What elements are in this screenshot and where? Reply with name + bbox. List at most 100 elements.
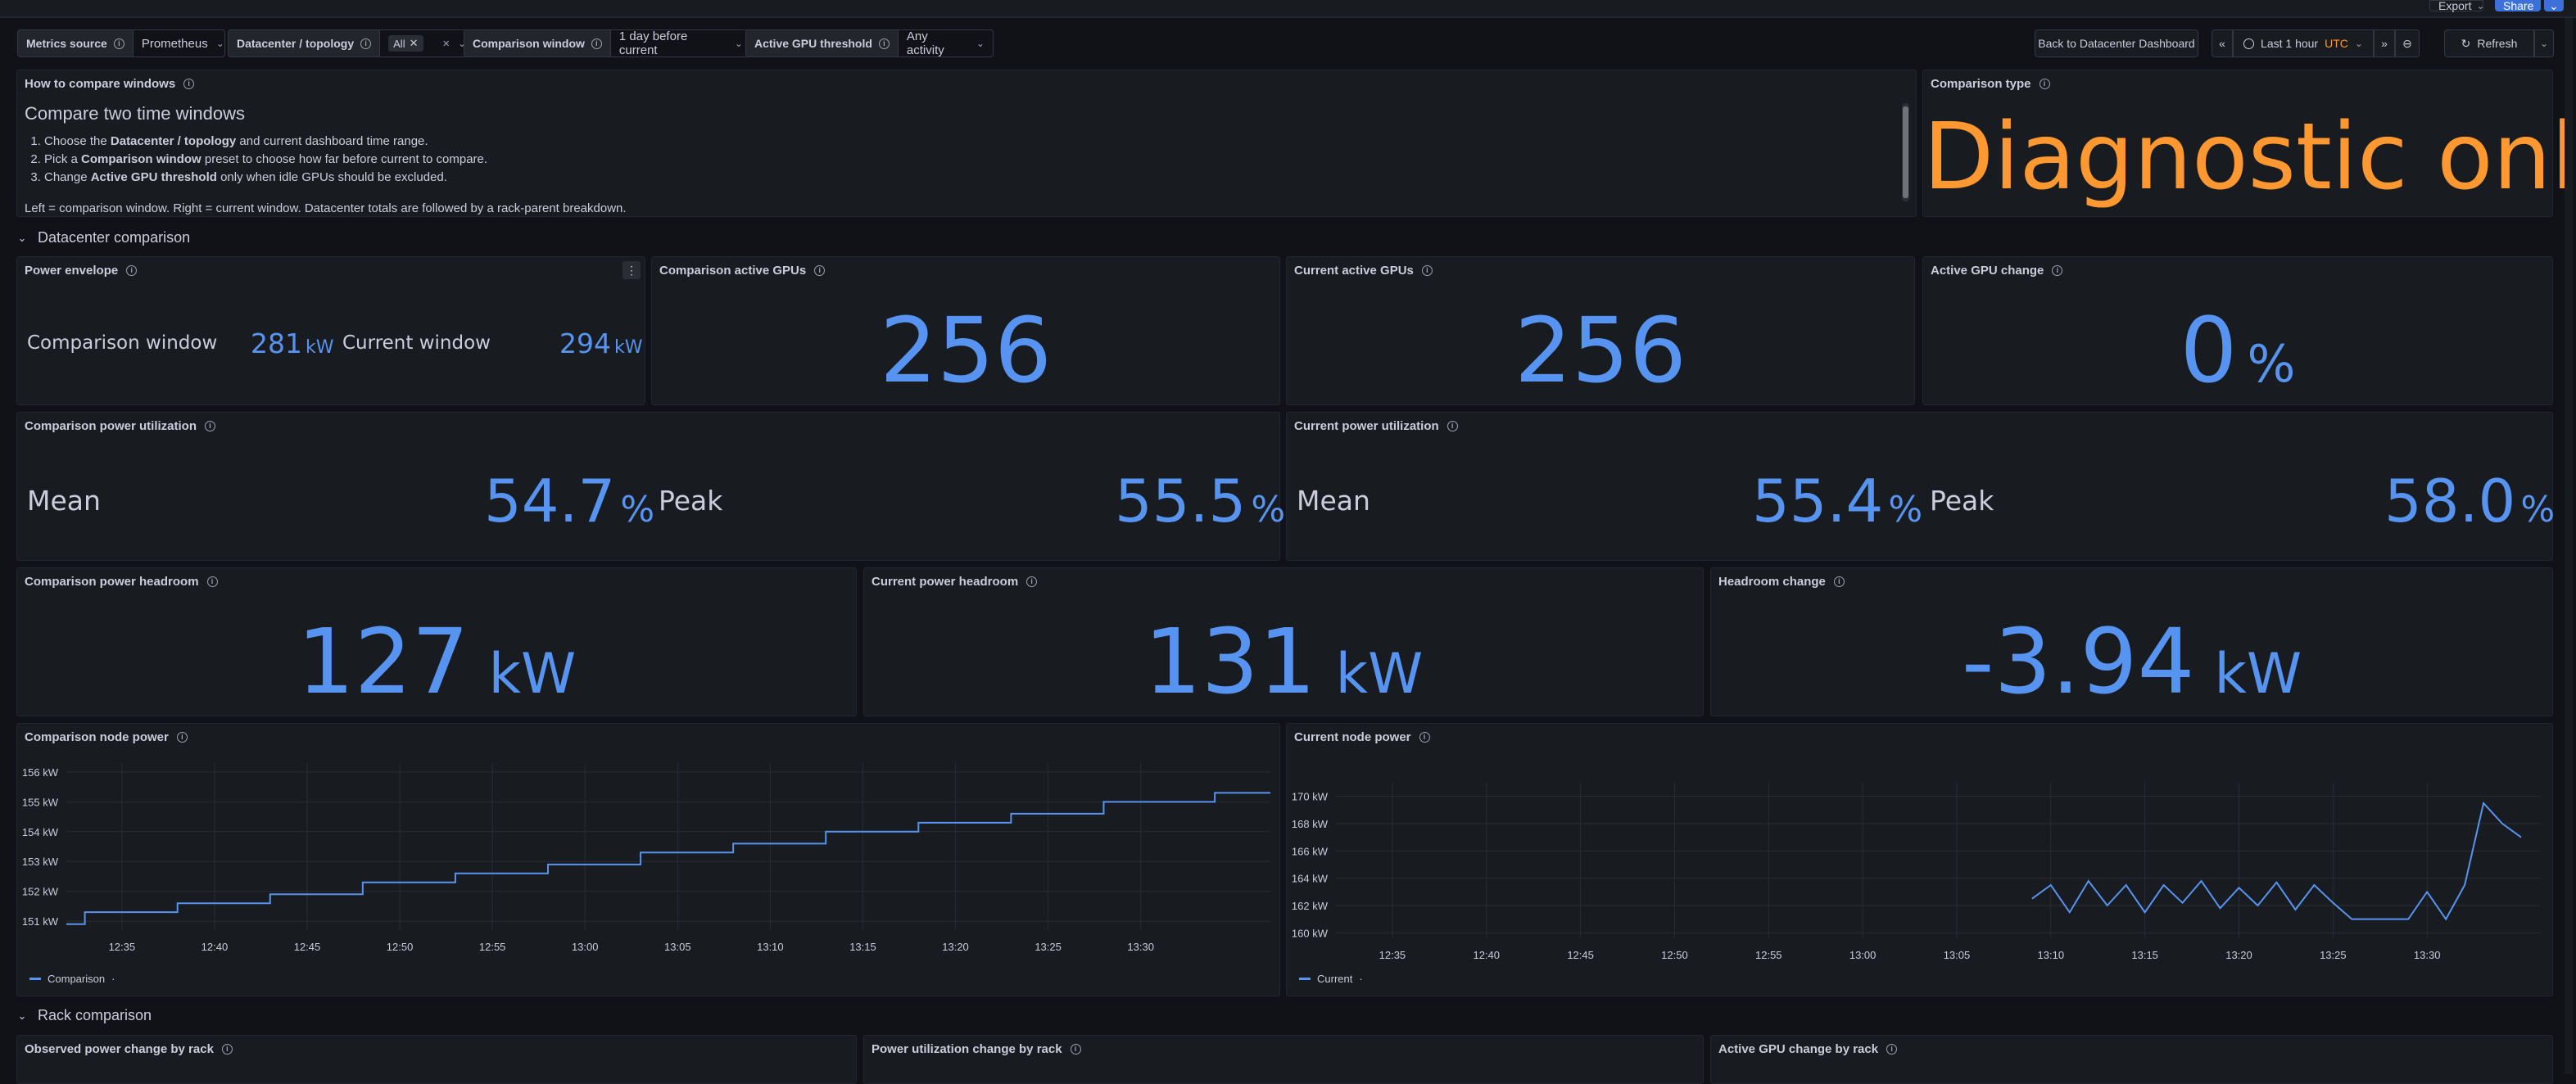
comparison-node-power-chart[interactable]: 151 kW 152 kW 153 kW 154 kW 155 kW 156 kW 12:3… — [17, 724, 1281, 997]
legend-swatch — [29, 978, 41, 980]
y-tick-label: 156 kW — [22, 766, 59, 779]
x-tick-label: 12:45 — [294, 941, 321, 953]
info-icon: i — [126, 265, 138, 276]
comparison-window-select[interactable]: 1 day before current ⌄ — [610, 29, 752, 57]
panel-menu-icon[interactable]: ⋮ — [622, 261, 641, 279]
y-tick-label: 151 kW — [22, 915, 59, 928]
time-range-picker[interactable]: Last 1 hour UTC ⌄ — [2233, 29, 2374, 57]
peak-value: 55.5% — [1115, 467, 1286, 535]
chevron-down-icon: ⌄ — [734, 38, 743, 49]
panel-title: Current node power — [1294, 730, 1411, 744]
chart-legend[interactable]: Comparison · — [29, 973, 115, 985]
refresh-interval-dropdown[interactable]: ⌄ — [2534, 29, 2554, 57]
clear-icon[interactable]: × — [442, 36, 450, 51]
comparison-window-value: 281 kW — [251, 327, 334, 359]
panel-title: Power envelope — [25, 264, 119, 278]
remove-chip-icon[interactable]: ✕ — [409, 37, 419, 49]
chevron-down-icon: ⌄ — [458, 38, 467, 49]
info-icon: i — [205, 421, 216, 431]
variable-comparison-window[interactable]: Comparison window i 1 day before current ⌄ — [464, 29, 752, 57]
legend-label: Current — [1317, 973, 1353, 985]
list-item: Choose the Datacenter / topology and cur… — [44, 133, 487, 151]
list-item: Change Active GPU threshold only when id… — [44, 169, 487, 187]
variable-datacenter-topology[interactable]: Datacenter / topology i All ✕ × ⌄ — [228, 29, 476, 57]
info-icon: i — [2052, 265, 2063, 276]
panel-title: Active GPU change — [1931, 264, 2044, 278]
x-tick-label: 13:20 — [2225, 949, 2252, 961]
chevron-down-icon: ⌄ — [976, 38, 985, 49]
section-rack-comparison[interactable]: ⌄ Rack comparison — [16, 1007, 152, 1024]
y-tick-label: 152 kW — [22, 886, 59, 898]
x-tick-label: 13:30 — [2414, 949, 2441, 961]
select-value: 1 day before current — [618, 29, 688, 57]
info-icon: i — [591, 38, 602, 49]
chevrons-right-icon: » — [2381, 37, 2388, 50]
x-tick-label: 12:55 — [1755, 949, 1782, 961]
export-button[interactable]: Export ⌄ — [2429, 0, 2485, 11]
x-tick-label: 12:35 — [1379, 949, 1406, 961]
comparison-active-gpus-panel: Comparison active GPUs i 256 — [651, 256, 1280, 405]
chart-legend[interactable]: Current · — [1299, 973, 1363, 985]
power-envelope-panel: Power envelope i ⋮ Comparison window 281 k… — [16, 256, 645, 405]
info-icon: i — [360, 38, 372, 49]
panel-title: Current active GPUs — [1294, 264, 1414, 278]
active-gpu-threshold-select[interactable]: Any activity ⌄ — [898, 29, 994, 57]
current-node-power-chart[interactable]: 160 kW 162 kW 164 kW 166 kW 168 kW 170 kW 12:3… — [1287, 724, 2554, 997]
info-icon: i — [1070, 1044, 1081, 1055]
power-utilization-change-by-rack-panel: Power utilization change by rack i — [863, 1035, 1704, 1084]
x-tick-label: 12:35 — [109, 941, 136, 953]
timezone-label: UTC — [2325, 37, 2348, 50]
share-button[interactable]: Share — [2495, 0, 2541, 11]
stat-value: 0% — [2180, 298, 2296, 403]
legend-swatch — [1299, 978, 1311, 980]
legend-label: Comparison — [48, 973, 106, 985]
time-shift-back-button[interactable]: « — [2212, 29, 2233, 57]
panel-title: Comparison type — [1931, 77, 2031, 91]
chevron-down-icon: ⌄ — [17, 231, 27, 244]
info-icon: i — [183, 79, 195, 89]
info-icon: i — [206, 576, 218, 587]
x-tick-label: 13:10 — [2038, 949, 2065, 961]
y-tick-label: 162 kW — [1292, 900, 1329, 912]
time-shift-forward-button[interactable]: » — [2374, 29, 2395, 57]
comparison-type-panel: Comparison type i Diagnostic only — [1922, 70, 2576, 217]
datacenter-multiselect[interactable]: All ✕ × ⌄ — [380, 29, 476, 57]
share-dropdown-button[interactable]: ⌄ — [2544, 0, 2564, 11]
y-tick-label: 155 kW — [22, 796, 59, 808]
page-scrollbar[interactable] — [2565, 18, 2573, 1074]
current-active-gpus-panel: Current active GPUs i 256 — [1286, 256, 1915, 405]
scrollbar[interactable] — [1902, 103, 1909, 201]
variable-label: Comparison window — [473, 37, 585, 50]
metrics-source-select[interactable]: Prometheus ⌄ — [133, 29, 225, 57]
x-tick-label: 12:45 — [1567, 949, 1594, 961]
info-icon: i — [1419, 732, 1430, 743]
x-tick-label: 13:30 — [1127, 941, 1154, 953]
headroom-change-panel: Headroom change i -3.94 kW — [1710, 567, 2553, 716]
variable-active-gpu-threshold[interactable]: Active GPU threshold i Any activity ⌄ — [745, 29, 994, 57]
y-tick-label: 154 kW — [22, 826, 59, 838]
scrollbar-thumb[interactable] — [1903, 106, 1908, 198]
selected-chip[interactable]: All ✕ — [388, 35, 423, 52]
zoom-out-button[interactable]: ⊖ — [2395, 29, 2420, 57]
active-gpu-change-by-rack-panel: Active GPU change by rack i — [1710, 1035, 2553, 1084]
stat-value: -3.94 kW — [1961, 609, 2302, 714]
section-datacenter-comparison[interactable]: ⌄ Datacenter comparison — [16, 229, 191, 246]
active-gpu-change-panel: Active GPU change i 0% — [1922, 256, 2553, 405]
x-tick-label: 12:55 — [479, 941, 506, 953]
x-tick-label: 13:15 — [849, 941, 876, 953]
comparison-window-label: Comparison window — [27, 332, 218, 354]
panel-title: Comparison node power — [25, 730, 169, 744]
info-icon: i — [1026, 576, 1038, 587]
stat-value: 256 — [1514, 298, 1686, 403]
refresh-button[interactable]: ↻ Refresh — [2444, 29, 2534, 57]
comparison-type-value: Diagnostic only — [1923, 104, 2576, 210]
y-tick-label: 166 kW — [1292, 845, 1329, 857]
info-icon: i — [176, 732, 188, 743]
panel-title: Active GPU change by rack — [1718, 1042, 1879, 1056]
variable-metrics-source[interactable]: Metrics source i Prometheus ⌄ — [17, 29, 225, 57]
section-title: Datacenter comparison — [38, 229, 191, 246]
variable-label: Datacenter / topology — [237, 37, 355, 50]
chevron-down-icon: ⌄ — [215, 38, 224, 49]
back-to-datacenter-button[interactable]: Back to Datacenter Dashboard — [2035, 29, 2198, 57]
comparison-node-power-panel: Comparison node power i 151 kW 152 kW 153 k… — [16, 723, 1280, 996]
